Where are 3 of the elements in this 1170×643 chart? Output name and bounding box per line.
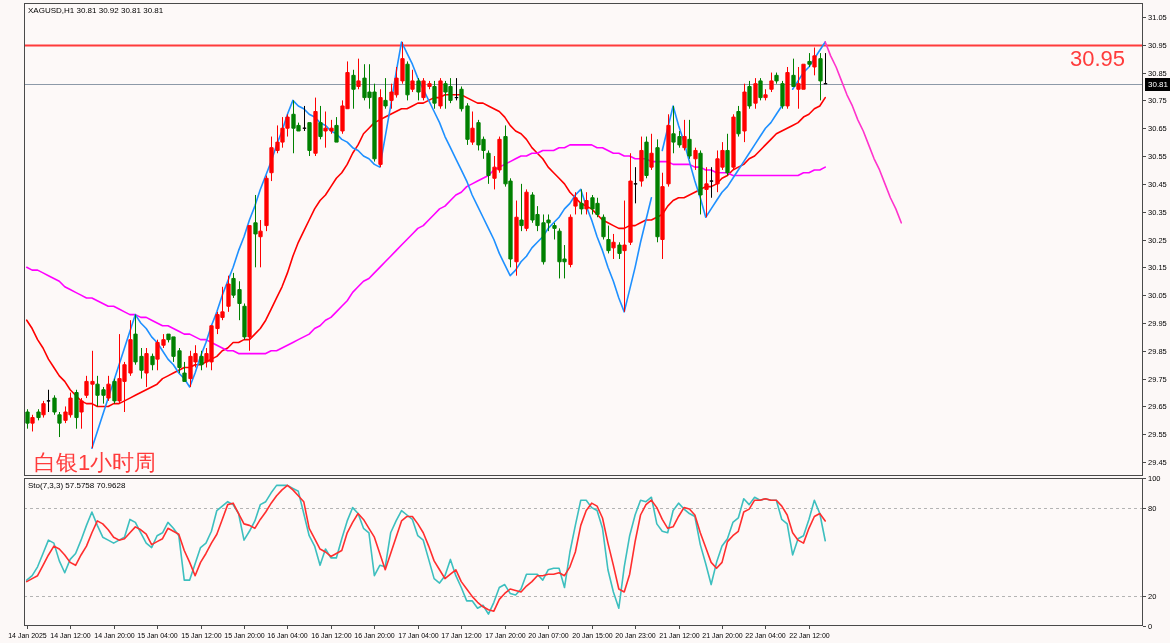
title: XAGUSD,H1 30.81 30.92 30.81 30.81 — [28, 6, 164, 15]
annotation: 白银1小时周 — [34, 450, 157, 475]
title: Sto(7,3,3) 57.5758 70.9628 — [28, 481, 126, 490]
